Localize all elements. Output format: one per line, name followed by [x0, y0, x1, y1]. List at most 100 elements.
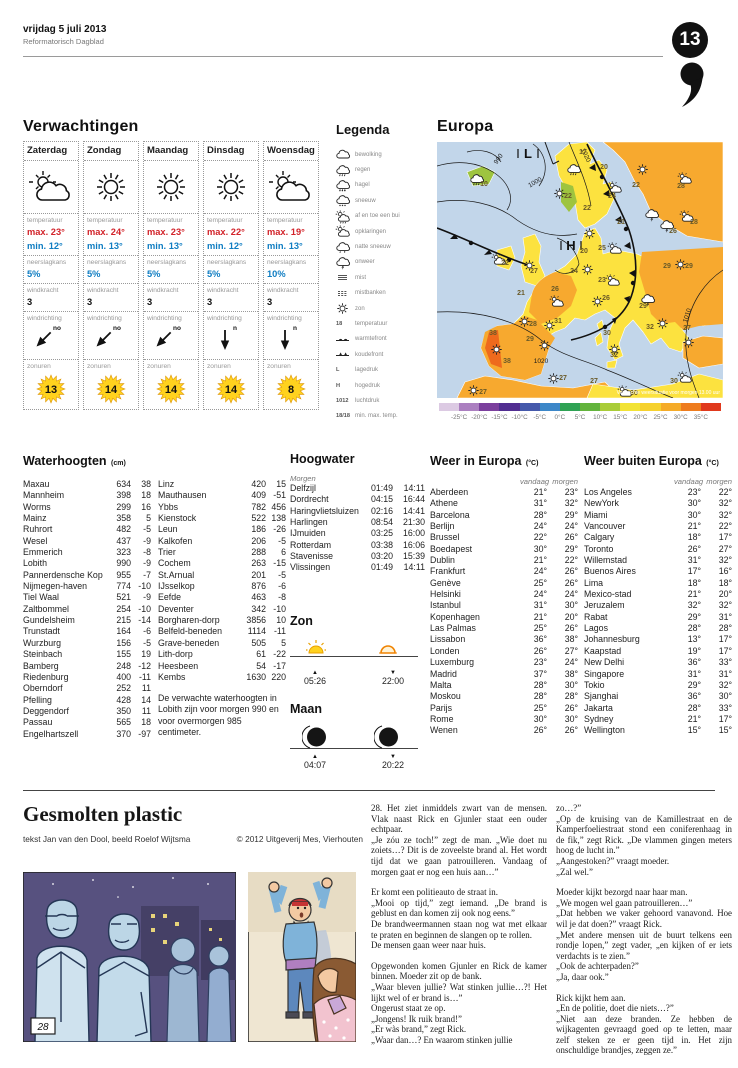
story-paragraph: zo…?” — [556, 803, 582, 813]
wind-force-label: windkracht — [267, 287, 299, 294]
row-value-2: 32° — [718, 498, 732, 509]
city-weather-row: Buenos Aires 17° 16° — [584, 566, 732, 577]
row-value-1: 24° — [533, 566, 547, 577]
legend-item: hagel — [336, 178, 432, 193]
row-value-2: -5 — [278, 535, 286, 546]
row-value-1: 409 — [251, 490, 266, 501]
world-cities-section: Weer buiten Europa (°C) vandaag morgen L… — [584, 454, 732, 736]
svg-text:30: 30 — [630, 390, 638, 397]
row-value-1: 30° — [533, 713, 547, 724]
city-weather-row: Luxemburg 23° 24° — [430, 657, 578, 668]
row-value-2: 11 — [141, 683, 151, 694]
water-levels-section: Waterhoogten (cm) Maxau 634 38 Mannheim 398 1… — [23, 452, 286, 740]
story-paragraph: „Mooi op tijd,” zegt iemand. „De brand i… — [371, 897, 547, 919]
europe-cities-rows: Aberdeen 21° 23° Athene 31° 32° Barcelona 28° 29… — [430, 487, 578, 737]
forecast-day-column: Zondag temperatuur max. 24° min. 13° neersla… — [83, 141, 139, 410]
row-value-1: 24° — [533, 589, 547, 600]
temperature-label: temperatuur — [207, 217, 243, 224]
row-name: Emmerich — [23, 547, 63, 558]
water-level-row: Linz 420 15 — [158, 479, 286, 490]
sun-hours-block: zonuren 8 — [264, 359, 318, 409]
row-value-2: -8 — [278, 592, 286, 603]
sun-hours-label: zonuren — [87, 363, 111, 370]
svg-text:32: 32 — [646, 324, 654, 331]
legend-label: bewolking — [355, 151, 382, 158]
row-value-1: 400 — [116, 671, 131, 682]
forecast-day-name: Maandag — [147, 145, 189, 156]
legend-item: mist — [336, 270, 432, 285]
wind-direction-arrow: no — [147, 325, 195, 357]
water-level-row: Ybbs 782 456 — [158, 502, 286, 513]
row-value-2: 26° — [564, 532, 578, 543]
precipitation-label: neerslagkans — [267, 259, 307, 266]
water-level-row: Mauthausen 409 -51 — [158, 490, 286, 501]
row-value-2: -5 — [143, 637, 151, 648]
city-weather-row: Miami 30° 32° — [584, 510, 732, 521]
svg-text:21: 21 — [517, 290, 525, 297]
row-name: Lobith — [23, 558, 47, 569]
wind-direction-value: no — [53, 325, 61, 332]
water-levels-note: De verwachte waterhoogten in Lobith zijn… — [158, 693, 279, 738]
row-name: Eefde — [158, 592, 181, 603]
row-value-1: 25° — [533, 577, 547, 588]
row-value-2: -7 — [143, 569, 151, 580]
tide-row: Haringvlietsluizen 02:16 14:41 — [290, 506, 425, 517]
scale-tick-label: 20°C — [633, 414, 648, 421]
water-level-row: Eefde 463 -8 — [158, 592, 286, 603]
row-value-2: 6 — [281, 547, 286, 558]
city-weather-row: Rome 30° 30° — [430, 714, 578, 725]
sun-hours-badge: 14 — [207, 373, 255, 407]
row-value-2: 32° — [718, 679, 732, 690]
wind-force-value: 3 — [87, 297, 93, 307]
row-value-1: 15° — [687, 725, 701, 736]
water-level-row: Kembs 1630 220 — [158, 672, 286, 683]
svg-text:14: 14 — [165, 384, 178, 396]
water-level-row: Lobith 990 -9 — [23, 558, 151, 569]
row-value-1: 03:38 — [370, 539, 393, 550]
wind-force-block: windkracht 3 — [24, 283, 78, 311]
legend-item: 18 temperatuur — [336, 316, 432, 331]
row-value-1: 254 — [116, 603, 131, 614]
water-level-row: St.Arnual 201 -5 — [158, 570, 286, 581]
water-level-row: Kalkofen 206 -5 — [158, 536, 286, 547]
row-name: Istanbul — [430, 600, 461, 611]
row-name: Zaltbommel — [23, 603, 69, 614]
row-value-2: -11 — [138, 671, 151, 682]
forecast-title: Verwachtingen — [23, 118, 139, 135]
story-paragraph: De brandweermannen staan nog wat met elk… — [371, 918, 547, 940]
row-value-1: 288 — [251, 547, 266, 558]
svg-text:22: 22 — [564, 193, 572, 200]
svg-text:32: 32 — [610, 352, 618, 359]
row-name: Passau — [23, 717, 53, 728]
tide-section: Hoogwater Morgen Delfzijl 01:49 14:11 Dordr… — [290, 452, 425, 770]
row-value-2: -5 — [278, 569, 286, 580]
legend-item: af en toe een bui — [336, 209, 432, 224]
row-name: Steinbach — [23, 649, 63, 660]
legend-label: natte sneeuw — [355, 244, 391, 251]
story-paragraph: „Waar dan…? En waarom stinken jullie — [371, 1034, 513, 1045]
row-name: Deventer — [158, 603, 194, 614]
row-name: Mainz — [23, 513, 47, 524]
svg-text:1010: 1010 — [682, 307, 693, 323]
city-weather-row: Malta 28° 30° — [430, 680, 578, 691]
forecast-day-name: Zaterdag — [27, 145, 68, 156]
row-value-1: 215 — [116, 615, 131, 626]
forecast-weather-icon — [84, 160, 138, 213]
row-name: Rotterdam — [290, 539, 332, 550]
row-value-2: 33° — [718, 657, 732, 668]
row-value-1: 206 — [251, 535, 266, 546]
scale-segment — [479, 403, 500, 411]
coldfront-icon — [335, 349, 351, 361]
legend-item: 18/18 min. max. temp. — [336, 409, 432, 424]
story-paragraph: „Dat hebben we vaker gehoord vanavond. H… — [556, 908, 732, 929]
row-value-2: -26 — [273, 524, 286, 535]
wind-direction-block: windrichting no — [84, 311, 138, 359]
legend-glyph: L — [336, 367, 340, 374]
svg-text:28: 28 — [529, 321, 537, 328]
forecast-day-column: Zaterdag temperatuur max. 23° min. 12° neers… — [23, 141, 79, 410]
row-value-1: 54 — [256, 660, 266, 671]
svg-text:20: 20 — [600, 164, 608, 171]
scale-segment — [519, 403, 540, 411]
water-level-row: Heesbeen 54 -17 — [158, 661, 286, 672]
row-name: Moskou — [430, 691, 461, 702]
